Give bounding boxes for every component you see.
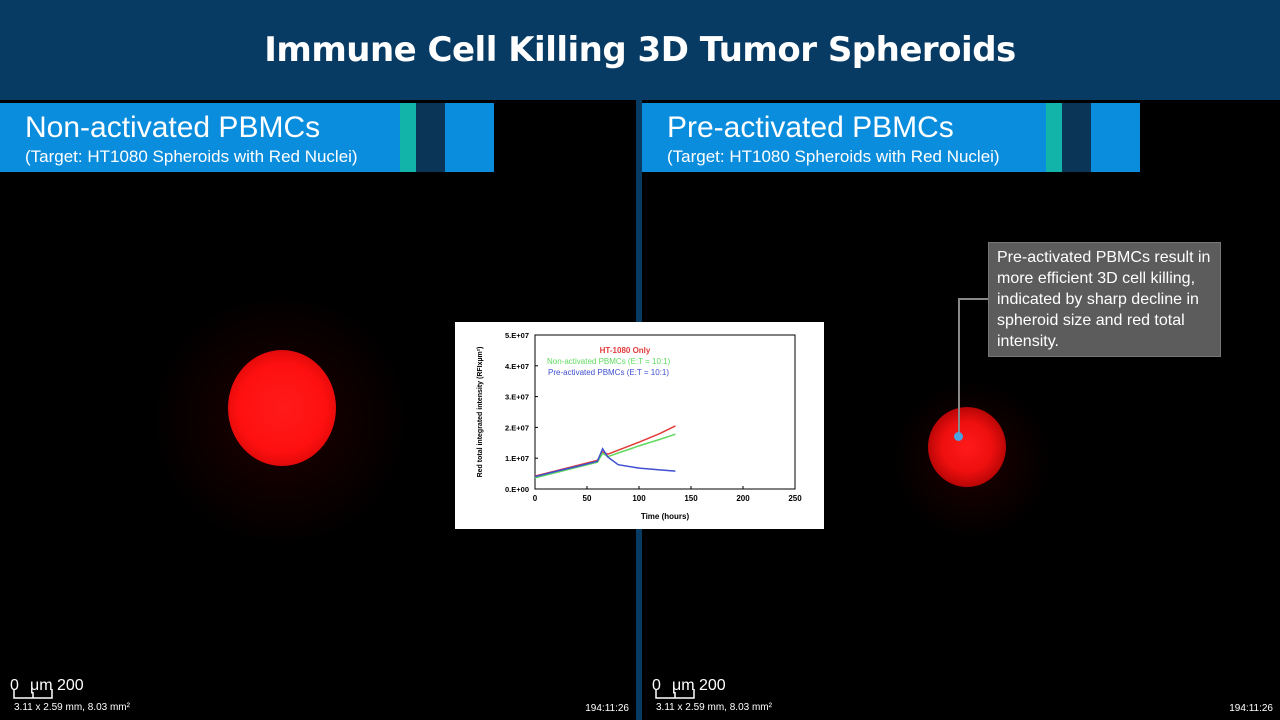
right-label-subtitle: (Target: HT1080 Spheroids with Red Nucle… xyxy=(667,147,1000,166)
legend-entry: Pre-activated PBMCs (E:T = 10:1) xyxy=(548,368,669,377)
y-axis-label: Red total integrated intensity (RFIxµm²) xyxy=(477,347,484,478)
series-line xyxy=(534,425,676,477)
x-tick-label: 150 xyxy=(684,494,698,503)
left-label-subtitle: (Target: HT1080 Spheroids with Red Nucle… xyxy=(25,147,358,166)
legend-entry: Non-activated PBMCs (E:T = 10:1) xyxy=(547,357,671,366)
y-tick-label: 5.E+07 xyxy=(505,331,529,340)
x-tick-label: 0 xyxy=(533,494,538,503)
right-label-title: Pre-activated PBMCs xyxy=(667,111,954,144)
legend-entry: HT-1080 Only xyxy=(600,346,651,355)
page-title: Immune Cell Killing 3D Tumor Spheroids xyxy=(264,30,1016,70)
callout-box: Pre-activated PBMCs result in more effic… xyxy=(988,242,1221,357)
y-tick-label: 4.E+07 xyxy=(505,362,529,371)
scale-zero: 0 xyxy=(10,677,19,694)
right-label-box: Pre-activated PBMCs (Target: HT1080 Sphe… xyxy=(642,103,1140,172)
y-tick-label: 3.E+07 xyxy=(505,393,529,402)
y-tick-label: 2.E+07 xyxy=(505,423,529,432)
callout-connector-vertical xyxy=(958,298,960,435)
series-line xyxy=(534,447,676,478)
title-bar: Immune Cell Killing 3D Tumor Spheroids xyxy=(0,0,1280,100)
label-stripe-navy xyxy=(1062,103,1091,172)
scale-bar-left: 0 μm 200 3.11 x 2.59 mm, 8.03 mm² xyxy=(10,677,190,717)
label-stripe-teal xyxy=(400,103,416,172)
image-dimensions: 3.11 x 2.59 mm, 8.03 mm² xyxy=(656,702,772,713)
scale-ruler xyxy=(13,689,53,699)
x-axis-label: Time (hours) xyxy=(641,512,690,521)
y-tick-label: 0.E+00 xyxy=(505,485,529,494)
callout-connector-horizontal xyxy=(958,298,989,300)
x-tick-label: 50 xyxy=(583,494,592,503)
left-label-title: Non-activated PBMCs xyxy=(25,111,321,144)
left-label-box: Non-activated PBMCs (Target: HT1080 Sphe… xyxy=(0,103,494,172)
x-tick-label: 250 xyxy=(788,494,802,503)
scale-bar-right: 0 μm 200 3.11 x 2.59 mm, 8.03 mm² xyxy=(652,677,832,717)
series-line xyxy=(534,433,676,479)
spheroid-non-activated xyxy=(228,350,336,466)
scale-zero: 0 xyxy=(652,677,661,694)
label-stripe-navy xyxy=(416,103,445,172)
timestamp: 194:11:26 xyxy=(1229,703,1273,714)
y-tick-label: 1.E+07 xyxy=(505,454,529,463)
timestamp: 194:11:26 xyxy=(585,703,629,714)
plot-frame xyxy=(534,334,796,490)
x-tick-label: 100 xyxy=(632,494,646,503)
image-dimensions: 3.11 x 2.59 mm, 8.03 mm² xyxy=(14,702,130,713)
intensity-line-chart: 0 50 100 150 200 250 0.E+00 1.E+07 2.E+07 3.E+07 4… xyxy=(477,331,802,521)
label-stripe-teal xyxy=(1046,103,1062,172)
scale-ruler xyxy=(655,689,695,699)
scale-unit: μm 200 xyxy=(672,677,726,694)
scale-unit: μm 200 xyxy=(30,677,84,694)
spheroid-pre-activated xyxy=(928,407,1006,487)
chart-card: 0 50 100 150 200 250 0.E+00 1.E+07 2.E+07 3.E+07 4… xyxy=(455,322,824,529)
callout-pointer-dot xyxy=(954,432,963,441)
x-tick-label: 200 xyxy=(736,494,750,503)
